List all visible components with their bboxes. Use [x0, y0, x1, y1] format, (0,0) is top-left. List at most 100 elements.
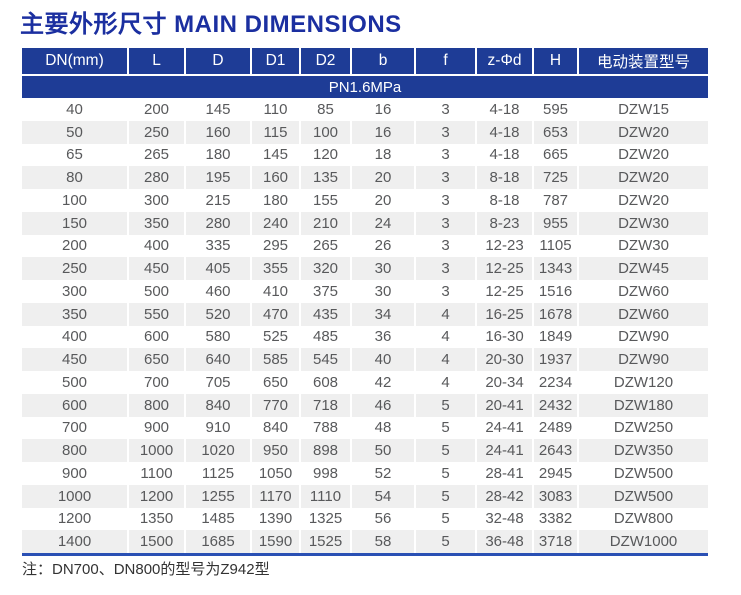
- table-cell: 215: [186, 189, 252, 212]
- table-row: 1200 1350 1485 1390 1325 56 5 32-48 3382 DZW800: [22, 507, 708, 531]
- table-cell: 26: [352, 234, 416, 258]
- table-cell: 435: [301, 302, 352, 326]
- table-cell: 3: [416, 189, 477, 212]
- table-cell: 450: [22, 348, 129, 371]
- table-cell: 460: [186, 280, 252, 303]
- table-row: 100 300 215 180 155 20 3 8-18 787 DZW20: [22, 189, 708, 212]
- column-header-0: DN(mm): [22, 48, 129, 74]
- table-cell: 405: [186, 257, 252, 280]
- table-cell: DZW350: [579, 439, 708, 462]
- pressure-class-row: PN1.6MPa: [22, 76, 708, 98]
- table-cell: 16-25: [477, 302, 534, 326]
- page-title: 主要外形尺寸 MAIN DIMENSIONS: [20, 11, 402, 38]
- table-cell: 42: [352, 371, 416, 394]
- column-header-1: L: [129, 48, 186, 74]
- table-cell: 100: [22, 189, 129, 212]
- table-cell: 2643: [534, 439, 579, 462]
- table-cell: 3: [416, 211, 477, 235]
- table-cell: 150: [22, 211, 129, 235]
- table-cell: 110: [252, 98, 301, 121]
- table-cell: 1343: [534, 257, 579, 280]
- table-cell: 800: [22, 439, 129, 462]
- table-cell: DZW60: [579, 302, 708, 326]
- table-cell: DZW1000: [579, 530, 708, 553]
- table-cell: 910: [186, 416, 252, 440]
- table-cell: 2945: [534, 462, 579, 485]
- table-cell: 1110: [301, 484, 352, 508]
- table-cell: 54: [352, 484, 416, 508]
- column-header-7: z-Φd: [477, 48, 534, 74]
- table-cell: DZW90: [579, 325, 708, 349]
- table-cell: 3: [416, 257, 477, 280]
- column-header-2: D: [186, 48, 252, 74]
- table-cell: 16: [352, 98, 416, 121]
- table-cell: 145: [186, 98, 252, 121]
- table-cell: DZW500: [579, 484, 708, 508]
- table-cell: 4: [416, 302, 477, 326]
- table-cell: 24-41: [477, 439, 534, 462]
- table-cell: 30: [352, 280, 416, 303]
- table-row: 50 250 160 115 100 16 3 4-18 653 DZW20: [22, 120, 708, 144]
- table-cell: 115: [252, 120, 301, 144]
- table-cell: 28-41: [477, 462, 534, 485]
- table-cell: 300: [22, 280, 129, 303]
- table-cell: 1050: [252, 462, 301, 485]
- table-cell: 58: [352, 530, 416, 553]
- table-cell: 80: [22, 166, 129, 189]
- table-row: 700 900 910 840 788 48 5 24-41 2489 DZW250: [22, 416, 708, 440]
- table-cell: 56: [352, 507, 416, 531]
- table-cell: 5: [416, 462, 477, 485]
- table-cell: 280: [186, 211, 252, 235]
- table-cell: 3: [416, 120, 477, 144]
- table-cell: 52: [352, 462, 416, 485]
- table-cell: 3: [416, 280, 477, 303]
- table-cell: 608: [301, 371, 352, 394]
- table-cell: 8-18: [477, 189, 534, 212]
- table-cell: DZW20: [579, 143, 708, 167]
- table-cell: 410: [252, 280, 301, 303]
- table-cell: 200: [22, 234, 129, 258]
- table-cell: 65: [22, 143, 129, 167]
- pressure-class-label: PN1.6MPa: [328, 78, 402, 96]
- table-cell: 840: [186, 393, 252, 417]
- table-cell: 320: [301, 257, 352, 280]
- table-cell: 485: [301, 325, 352, 349]
- table-cell: 3718: [534, 530, 579, 553]
- table-cell: 5: [416, 484, 477, 508]
- table-cell: 1325: [301, 507, 352, 531]
- table-cell: 48: [352, 416, 416, 440]
- table-cell: 46: [352, 393, 416, 417]
- table-cell: 40: [22, 98, 129, 121]
- table-cell: 640: [186, 348, 252, 371]
- table-cell: 4: [416, 348, 477, 371]
- table-cell: 787: [534, 189, 579, 212]
- table-cell: 1200: [129, 484, 186, 508]
- table-cell: 160: [186, 120, 252, 144]
- table-row: 900 1100 1125 1050 998 52 5 28-41 2945 DZW500: [22, 462, 708, 485]
- table-cell: 4-18: [477, 120, 534, 144]
- table-cell: 210: [301, 211, 352, 235]
- table-cell: 400: [22, 325, 129, 349]
- table-cell: 180: [186, 143, 252, 167]
- table-cell: 24: [352, 211, 416, 235]
- table-cell: 20: [352, 166, 416, 189]
- table-cell: 5: [416, 507, 477, 531]
- table-cell: 16: [352, 120, 416, 144]
- column-header-8: H: [534, 48, 579, 74]
- table-cell: 265: [301, 234, 352, 258]
- table-cell: 1390: [252, 507, 301, 531]
- table-cell: 12-23: [477, 234, 534, 258]
- table-cell: 525: [252, 325, 301, 349]
- table-cell: 1400: [22, 530, 129, 553]
- table-cell: 350: [22, 302, 129, 326]
- table-cell: 1255: [186, 484, 252, 508]
- table-cell: 580: [186, 325, 252, 349]
- table-cell: 545: [301, 348, 352, 371]
- table-cell: 145: [252, 143, 301, 167]
- table-cell: 155: [301, 189, 352, 212]
- table-cell: DZW180: [579, 393, 708, 417]
- table-cell: 788: [301, 416, 352, 440]
- table-cell: 653: [534, 120, 579, 144]
- table-cell: 280: [129, 166, 186, 189]
- table-cell: 1350: [129, 507, 186, 531]
